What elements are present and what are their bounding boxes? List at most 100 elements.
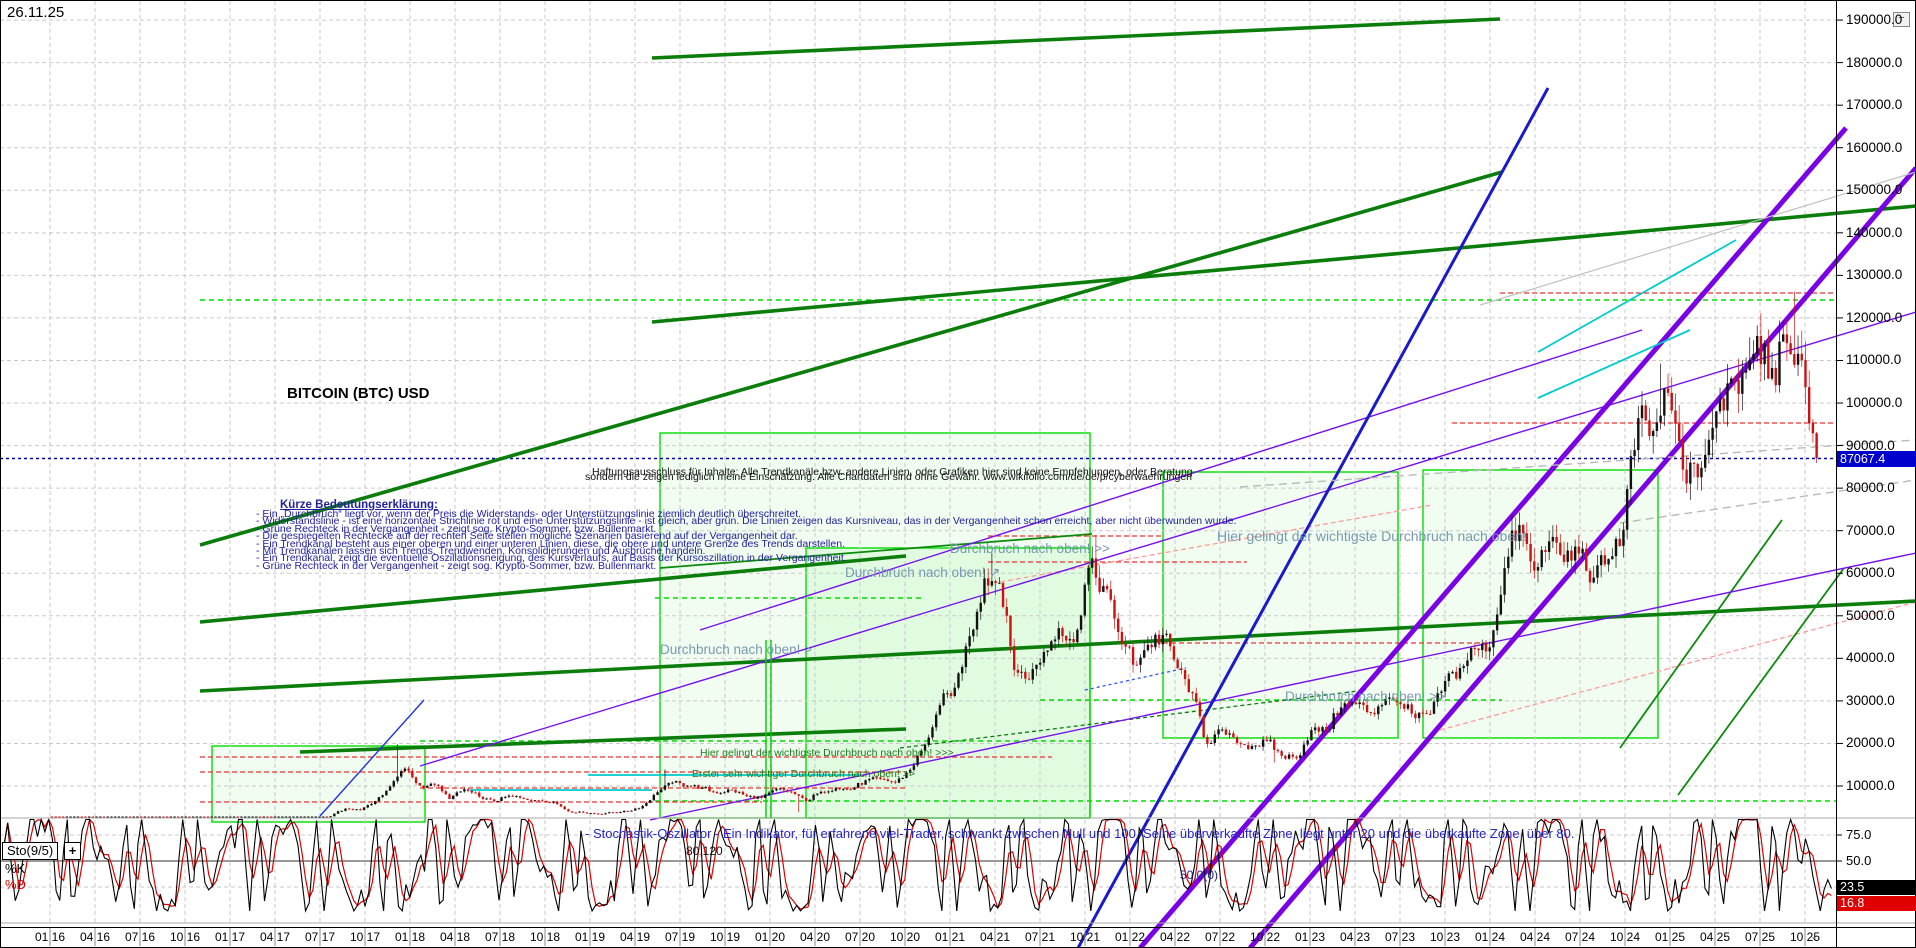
annotation-breakout-2021[interactable]: Durchbruch nach oben! ↗ <box>845 565 1001 580</box>
price-axis-label: 180000.0 <box>1846 54 1903 70</box>
disclaimer-line-2: sondern die zeigen lediglich meine Einsc… <box>585 471 1193 483</box>
annotation-major-breakout-2020[interactable]: Hier gelingt der wichtigste Durchbruch n… <box>700 747 954 759</box>
time-axis-label: 07 25 <box>1744 930 1776 944</box>
annotation-first-breakout-2019[interactable]: Erster sehr wichtiger Durchbruch nach ob… <box>692 768 915 780</box>
stoch-d-value-badge: 16.8 <box>1837 896 1916 911</box>
time-axis-label: 01 20 <box>754 930 786 944</box>
time-axis-label: 10 25 <box>1789 930 1821 944</box>
time-axis-label: 01 22 <box>1114 930 1146 944</box>
time-axis-label: 10 19 <box>709 930 741 944</box>
legend-lines: - Ein „Durchbruch“ liegt vor, wenn der P… <box>256 508 1237 572</box>
legend-line: - Ein „Durchbruch“ liegt vor, wenn der P… <box>256 508 802 520</box>
time-axis-label: 04 18 <box>439 930 471 944</box>
price-axis-label: 20000.0 <box>1846 735 1895 751</box>
price-axis-label: 120000.0 <box>1846 309 1903 325</box>
price-axis-label: 10000.0 <box>1846 778 1895 793</box>
time-axis-label: 01 25 <box>1654 930 1686 944</box>
chart-date-label: 26.11.25 <box>7 4 65 21</box>
candles-up <box>65 320 1800 818</box>
time-axis-label: 01 17 <box>214 930 246 944</box>
time-axis-label: 07 23 <box>1384 930 1416 944</box>
stoch-k-value-badge: 23.5 <box>1837 880 1916 895</box>
price-axis-label: 160000.0 <box>1846 139 1903 155</box>
time-axis-label: 04 20 <box>799 930 831 944</box>
time-axis-label: 07 20 <box>844 930 876 944</box>
time-axis-label: 01 16 <box>34 930 66 944</box>
legend-line: - Die gespiegelten Rechtecke auf der rec… <box>256 530 798 543</box>
price-axis-label: 30000.0 <box>1846 692 1895 708</box>
annotation-breakout-2020[interactable]: Durchbruch nach oben! >> <box>950 541 1110 556</box>
time-axis-label: 01 23 <box>1294 930 1326 944</box>
bull-market-rect[interactable] <box>805 547 1091 819</box>
time-axis-label: 07 24 <box>1564 930 1596 944</box>
time-axis-end-label: - <box>1812 930 1816 944</box>
price-axis-label: 50000.0 <box>1846 607 1895 623</box>
time-axis-label: 01 18 <box>394 930 426 944</box>
bull-market-rect[interactable] <box>659 432 1091 819</box>
legend-heading: Kürze Bedeutungserklärung: <box>280 499 438 511</box>
legend-line: - Grüne Rechteck in der Vergangenheit - … <box>256 522 657 535</box>
price-axis-label: 150000.0 <box>1846 182 1903 198</box>
time-axis-label: 10 18 <box>529 930 561 944</box>
time-axis-label: 04 25 <box>1699 930 1731 944</box>
time-axis-label: 10 23 <box>1429 930 1461 944</box>
price-axis-label: 70000.0 <box>1846 522 1895 538</box>
legend-line: - Grüne Rechteck in der Vergangenheit - … <box>256 559 657 572</box>
time-axis-label: 07 17 <box>304 930 336 944</box>
price-axis-label: 60000.0 <box>1846 565 1895 581</box>
time-axis-label: 04 19 <box>619 930 651 944</box>
price-axis-label: 170000.0 <box>1846 97 1903 113</box>
time-axis-label: 10 20 <box>889 930 921 944</box>
legend-explanation-block[interactable]: Kürze Bedeutungserklärung: - Ein „Durchb… <box>256 499 1237 572</box>
candles-down <box>50 291 1818 818</box>
time-axis-label: 10 24 <box>1609 930 1641 944</box>
time-axis-label: 04 22 <box>1159 930 1191 944</box>
time-axis-label: 04 24 <box>1519 930 1551 944</box>
price-axis-label: 140000.0 <box>1846 224 1903 240</box>
stoch-d-label: %D <box>5 877 26 892</box>
time-axis-label: 04 17 <box>259 930 291 944</box>
disclaimer-line-1: Haftungsausschluss für Inhalte: Alle Tre… <box>592 466 1193 478</box>
time-axis-label: 07 18 <box>484 930 516 944</box>
time-axis-label: 07 19 <box>664 930 696 944</box>
legend-line: - Mit Trendkanälen lassen sich Trends, T… <box>256 544 706 557</box>
time-axis-label: 04 16 <box>79 930 111 944</box>
time-axis-label: 07 21 <box>1024 930 1056 944</box>
annotation-level-80-120[interactable]: 80,120 <box>686 844 723 858</box>
oscillator-description: - Stochastik-Oszillator - Ein Indikator,… <box>585 826 1575 841</box>
indicator-settings-button[interactable]: Sto(9/5) <box>2 842 59 860</box>
price-axis-label: 40000.0 <box>1846 650 1895 666</box>
bull-market-rect[interactable] <box>211 745 426 823</box>
time-axis-label: 10 21 <box>1069 930 1101 944</box>
annotation-breakout-2023[interactable]: Durchbruch nach oben! >> <box>1285 689 1445 704</box>
price-axis-label: 100000.0 <box>1846 395 1903 411</box>
price-axis-label: 190000.0 <box>1846 12 1903 28</box>
time-axis-label: 07 16 <box>124 930 156 944</box>
price-axis-label: 110000.0 <box>1846 352 1902 368</box>
annotation-major-breakout-2024[interactable]: Hier gelingt der wichtigste Durchbruch n… <box>1217 528 1527 544</box>
legend-line: - Ein Trendkanal, zeigt die eventuelle O… <box>256 552 847 565</box>
price-axis-label: 130000.0 <box>1846 267 1903 283</box>
time-axis-label: 01 24 <box>1474 930 1506 944</box>
legend-line: - Ein Trendkanal besteht aus einer obere… <box>256 537 845 550</box>
stoch-k-line <box>3 817 1833 913</box>
time-axis-label: 04 23 <box>1339 930 1371 944</box>
time-axis-label: 10 16 <box>169 930 201 944</box>
osc-level-50: 50.0 <box>1846 853 1872 868</box>
annotation-level-50-0[interactable]: 50.0(0) <box>1180 868 1219 882</box>
legend-line: - Widerstandslinie - ist eine horizontal… <box>256 515 1237 528</box>
time-axis-label: 10 17 <box>349 930 381 944</box>
stoch-k-label: %K <box>5 861 26 876</box>
time-axis-label: 10 22 <box>1249 930 1281 944</box>
time-axis-label: 04 21 <box>979 930 1011 944</box>
time-axis-label: 01 19 <box>574 930 606 944</box>
current-price-badge: 87067.4 <box>1837 451 1916 467</box>
minimize-icon[interactable]: − <box>1893 12 1910 27</box>
chart-title: BITCOIN (BTC) USD <box>287 385 430 402</box>
annotation-breakout-mid[interactable]: Durchbruch nach oben! > <box>660 642 812 657</box>
add-indicator-button[interactable]: + <box>64 842 81 860</box>
time-axis-label: 07 22 <box>1204 930 1236 944</box>
time-axis-label: 01 21 <box>934 930 966 944</box>
